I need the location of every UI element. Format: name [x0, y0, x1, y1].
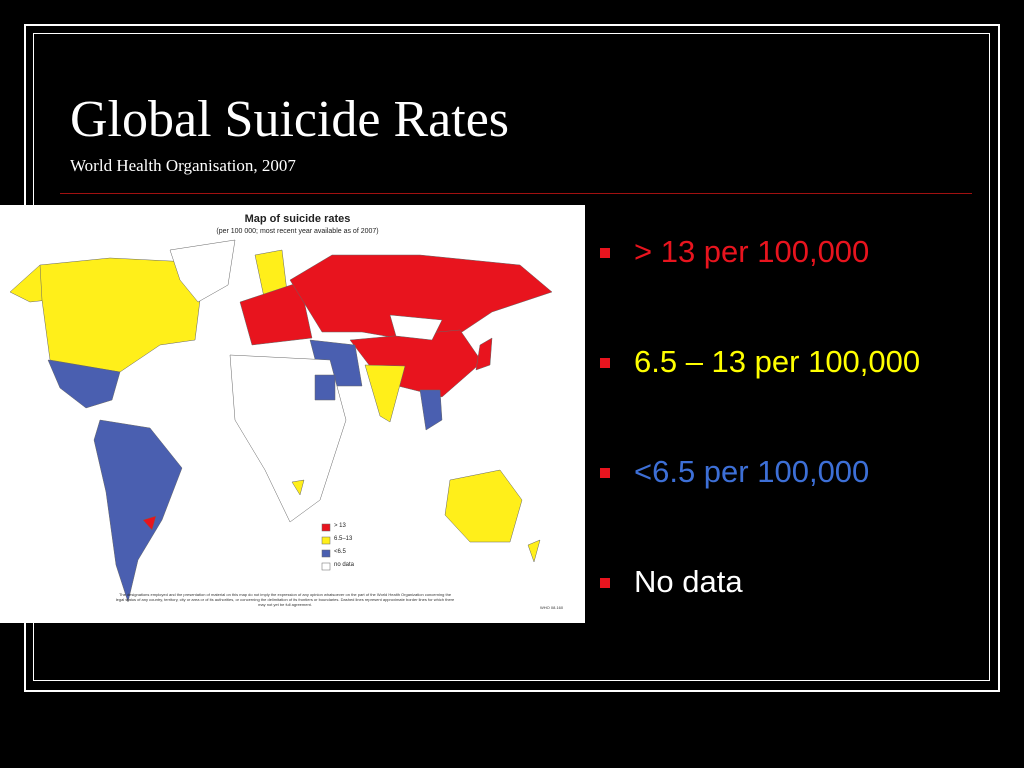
map-subtitle: (per 100 000; most recent year available… [216, 228, 379, 235]
divider [60, 193, 972, 194]
map-image: Map of suicide rates (per 100 000; most … [0, 205, 585, 623]
legend-label: <6.5 [334, 549, 346, 555]
disclaimer: The designations employed and the presen… [115, 592, 455, 607]
world-map [9, 239, 553, 603]
subtitle: World Health Organisation, 2007 [70, 156, 296, 175]
bullet-text: <6.5 per 100,000 [634, 454, 870, 489]
bullet-text: > 13 per 100,000 [634, 234, 870, 269]
map-code: WHO 08.160 [540, 605, 564, 610]
legend-label: > 13 [334, 523, 346, 529]
legend-label: no data [334, 562, 355, 568]
bullet-text: No data [634, 564, 743, 599]
bullet-text: 6.5 – 13 per 100,000 [634, 344, 921, 379]
legend-label: 6.5–13 [334, 536, 353, 542]
title: Global Suicide Rates [70, 91, 510, 148]
map-title: Map of suicide rates [244, 213, 351, 225]
